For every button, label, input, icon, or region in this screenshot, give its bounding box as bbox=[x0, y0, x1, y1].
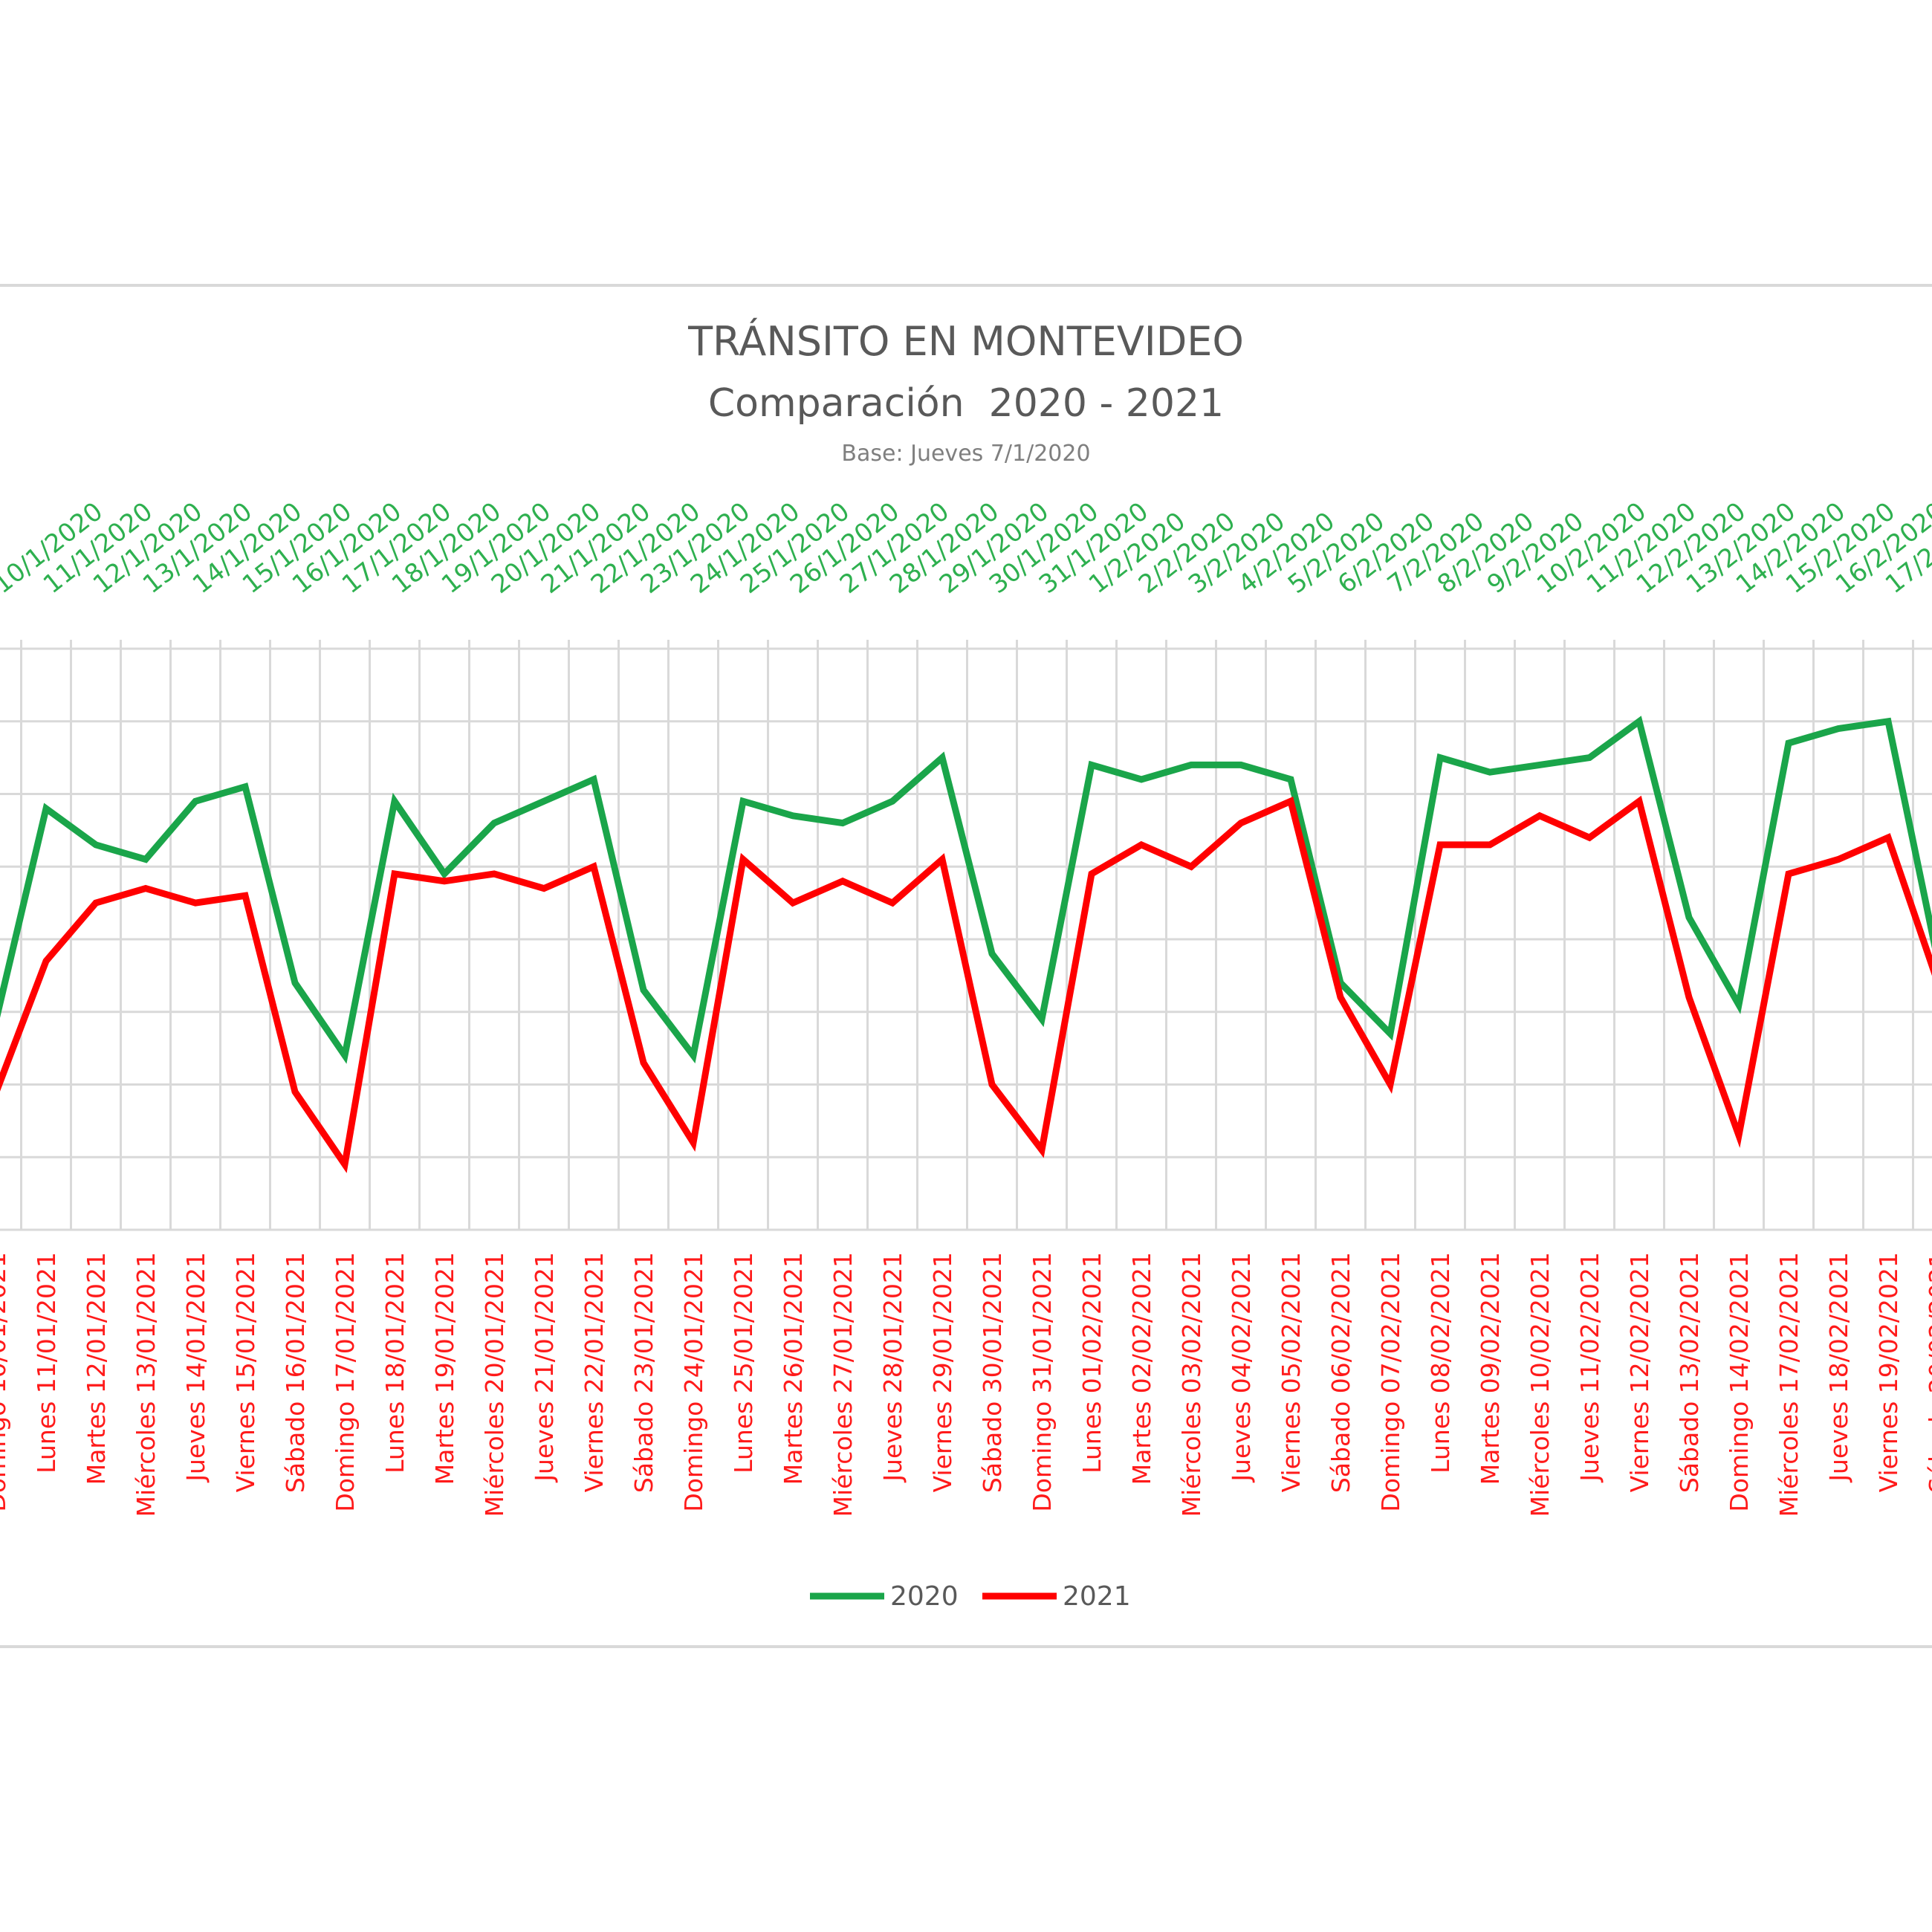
series-line-2021 bbox=[0, 795, 1932, 1173]
bottom-tick-label: Miércoles 17/02/2021 bbox=[1774, 1252, 1803, 1517]
bottom-tick-label: Sábado 20/02/2021 bbox=[1924, 1252, 1932, 1493]
bottom-tick-label: Miércoles 10/02/2021 bbox=[1526, 1252, 1555, 1517]
bottom-tick-label: Viernes 15/01/2021 bbox=[231, 1252, 260, 1492]
chart-title: TRÁNSITO EN MONTEVIDEO bbox=[687, 318, 1244, 365]
bottom-tick-label: Jueves 11/02/2021 bbox=[1575, 1252, 1604, 1483]
series-line-2020 bbox=[0, 716, 1932, 1064]
chart-note: Base: Jueves 7/1/2020 bbox=[841, 441, 1090, 467]
bottom-tick-label: Lunes 11/01/2021 bbox=[32, 1252, 61, 1474]
bottom-tick-label: Sábado 13/02/2021 bbox=[1675, 1252, 1704, 1493]
bottom-tick-label: Lunes 08/02/2021 bbox=[1426, 1252, 1455, 1474]
bottom-tick-label: Viernes 19/02/2021 bbox=[1874, 1252, 1903, 1492]
bottom-tick-label: Jueves 18/02/2021 bbox=[1824, 1252, 1853, 1483]
bottom-axis-labels: Domingo 10/01/2021 Lunes 11/01/2021 Martes… bbox=[0, 1252, 1932, 1517]
bottom-tick-label: Viernes 22/01/2021 bbox=[580, 1252, 609, 1492]
bottom-tick-label: Sábado 23/01/2021 bbox=[629, 1252, 658, 1493]
bottom-tick-label: Jueves 21/01/2021 bbox=[530, 1252, 559, 1483]
bottom-tick-label: Martes 12/01/2021 bbox=[82, 1252, 111, 1485]
bottom-tick-label: Sábado 16/01/2021 bbox=[281, 1252, 310, 1493]
bottom-tick-label: Domingo 24/01/2021 bbox=[679, 1252, 708, 1512]
bottom-tick-label: Domingo 14/02/2021 bbox=[1725, 1252, 1754, 1512]
bottom-tick-label: Lunes 25/01/2021 bbox=[729, 1252, 758, 1474]
bottom-tick-label: Jueves 28/01/2021 bbox=[878, 1252, 907, 1483]
bottom-tick-label: Jueves 04/02/2021 bbox=[1227, 1252, 1256, 1483]
bottom-tick-label: Domingo 17/01/2021 bbox=[331, 1252, 360, 1512]
bottom-tick-label: Miércoles 03/02/2021 bbox=[1177, 1252, 1206, 1517]
bottom-tick-label: Jueves 14/01/2021 bbox=[181, 1252, 210, 1483]
top-axis-labels: 10/1/202011/1/202012/1/202013/1/202014/1… bbox=[0, 496, 1932, 600]
bottom-tick-label: Miércoles 13/01/2021 bbox=[132, 1252, 161, 1517]
bottom-tick-label: Martes 19/01/2021 bbox=[430, 1252, 459, 1485]
bottom-tick-label: Domingo 31/01/2021 bbox=[1028, 1252, 1057, 1512]
bottom-tick-label: Domingo 07/02/2021 bbox=[1376, 1252, 1405, 1512]
bottom-tick-label: Martes 26/01/2021 bbox=[779, 1252, 808, 1485]
bottom-tick-label: Martes 02/02/2021 bbox=[1127, 1252, 1156, 1485]
chart-subtitle: Comparación 2020 - 2021 bbox=[708, 381, 1224, 426]
bottom-tick-label: Sábado 30/01/2021 bbox=[978, 1252, 1007, 1493]
bottom-tick-label: Miércoles 20/01/2021 bbox=[480, 1252, 509, 1517]
legend-label-2021: 2021 bbox=[1063, 1581, 1131, 1612]
bottom-tick-label: Miércoles 27/01/2021 bbox=[829, 1252, 858, 1517]
bottom-tick-label: Viernes 05/02/2021 bbox=[1277, 1252, 1306, 1492]
bottom-tick-label: Sábado 06/02/2021 bbox=[1326, 1252, 1355, 1493]
bottom-tick-label: Viernes 12/02/2021 bbox=[1625, 1252, 1654, 1492]
series-lines bbox=[0, 716, 1932, 1173]
bottom-tick-label: Martes 09/02/2021 bbox=[1476, 1252, 1505, 1485]
grid bbox=[0, 640, 1932, 1231]
bottom-tick-label: Viernes 29/01/2021 bbox=[928, 1252, 957, 1492]
legend-label-2020: 2020 bbox=[890, 1581, 959, 1612]
legend: 2020 2021 bbox=[810, 1581, 1131, 1612]
bottom-tick-label: Lunes 01/02/2021 bbox=[1077, 1252, 1106, 1474]
bottom-tick-label: Domingo 10/01/2021 bbox=[0, 1252, 11, 1512]
bottom-tick-label: Lunes 18/01/2021 bbox=[380, 1252, 409, 1474]
